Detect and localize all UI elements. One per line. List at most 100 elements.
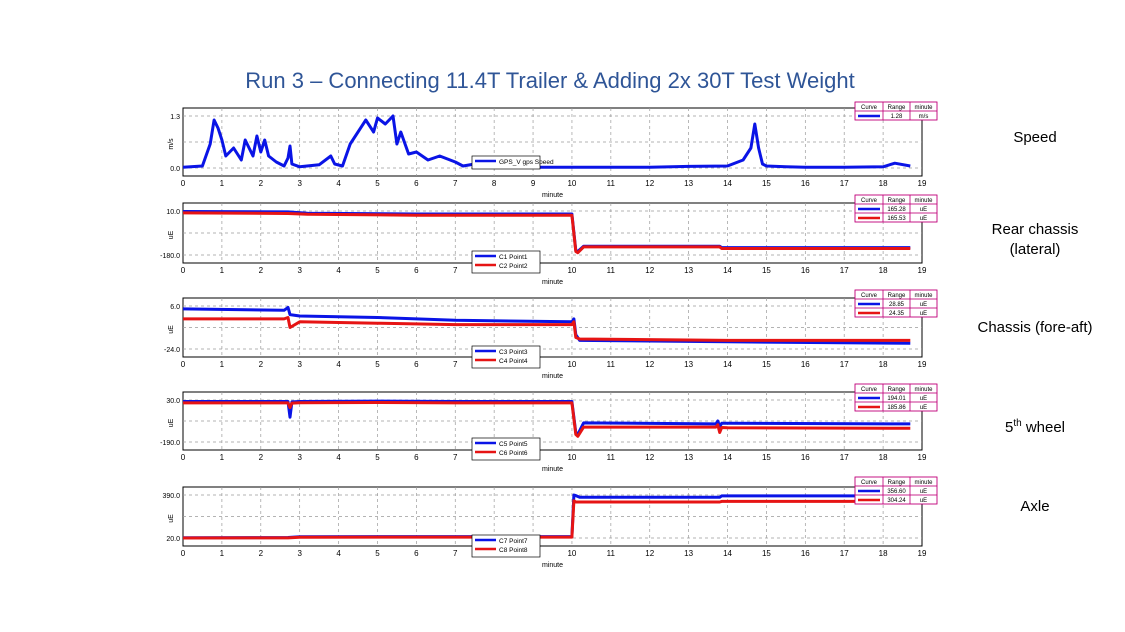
x-tick-label: 0: [181, 549, 186, 558]
x-tick-label: 18: [879, 453, 888, 462]
x-tick-label: 15: [762, 266, 771, 275]
chart-panel-1: 0 1 2 3 4 5 6 7 8 9 10 11 12 13 14 15 16 17 18 191.30.0m/sm…: [168, 101, 938, 199]
table-header: Curve: [861, 293, 878, 299]
y-axis-label: m/s: [168, 138, 175, 150]
x-tick-label: 16: [801, 266, 810, 275]
table-unit-value: uE: [920, 302, 927, 308]
table-range-value: 28.85: [889, 302, 905, 308]
x-tick-label: 2: [259, 266, 264, 275]
x-tick-label: 7: [453, 453, 458, 462]
x-tick-label: 15: [762, 549, 771, 558]
y-tick-label: 20.0: [166, 536, 180, 543]
x-tick-label: 8: [492, 179, 497, 188]
x-tick-label: 17: [840, 549, 849, 558]
table-unit-value: uE: [920, 311, 927, 317]
x-tick-label: 11: [607, 453, 616, 462]
legend-item-label: GPS_V gps Speed: [499, 159, 554, 166]
table-header: minute: [914, 293, 933, 299]
x-tick-label: 2: [259, 453, 264, 462]
x-tick-label: 11: [607, 549, 616, 558]
x-tick-label: 5: [375, 266, 380, 275]
table-unit-value: uE: [920, 498, 927, 504]
x-tick-label: 7: [453, 266, 458, 275]
x-tick-label: 18: [879, 360, 888, 369]
x-tick-label: 11: [607, 360, 616, 369]
x-tick-label: 19: [918, 549, 927, 558]
x-tick-label: 17: [840, 453, 849, 462]
x-tick-label: 2: [259, 549, 264, 558]
x-tick-label: 16: [801, 360, 810, 369]
x-tick-label: 5: [375, 179, 380, 188]
table-unit-value: m/s: [919, 114, 929, 120]
x-tick-label: 1: [220, 360, 225, 369]
y-tick-label: 6.0: [170, 304, 180, 311]
x-axis-label: minute: [542, 373, 563, 380]
x-tick-label: 7: [453, 179, 458, 188]
x-tick-label: 1: [220, 549, 225, 558]
x-tick-label: 1: [220, 266, 225, 275]
table-cell: [909, 401, 938, 412]
y-axis-label: uE: [168, 230, 175, 239]
x-tick-label: 11: [607, 266, 616, 275]
x-tick-label: 16: [801, 453, 810, 462]
x-tick-label: 14: [723, 549, 732, 558]
x-tick-label: 10: [567, 360, 576, 369]
x-tick-label: 5: [375, 360, 380, 369]
table-cell: [909, 110, 938, 121]
x-tick-label: 6: [414, 453, 419, 462]
table-range-value: 194.01: [887, 396, 906, 402]
table-unit-value: uE: [920, 216, 927, 222]
x-tick-label: 14: [723, 179, 732, 188]
legend-item-label: C5 Point5: [499, 441, 528, 448]
table-header: Range: [888, 293, 906, 299]
x-tick-label: 19: [918, 360, 927, 369]
table-header: minute: [914, 198, 933, 204]
table-range-value: 165.53: [887, 216, 906, 222]
x-tick-label: 10: [567, 266, 576, 275]
table-unit-value: uE: [920, 396, 927, 402]
x-tick-label: 1: [220, 179, 225, 188]
x-tick-label: 17: [840, 179, 849, 188]
side-label: Chassis (fore-aft): [977, 319, 1093, 336]
y-tick-label: -190.0: [160, 440, 180, 447]
side-label: Axle: [1020, 498, 1050, 515]
x-tick-label: 13: [684, 453, 693, 462]
x-tick-label: 18: [879, 266, 888, 275]
x-tick-label: 7: [453, 549, 458, 558]
x-tick-label: 3: [297, 360, 302, 369]
page-title: Run 3 – Connecting 11.4T Trailer & Addin…: [245, 68, 855, 93]
x-tick-label: 12: [645, 360, 654, 369]
x-tick-label: 17: [840, 360, 849, 369]
x-tick-label: 12: [645, 453, 654, 462]
y-tick-label: 390.0: [162, 493, 180, 500]
x-tick-label: 13: [684, 360, 693, 369]
x-tick-label: 6: [414, 360, 419, 369]
x-tick-label: 13: [684, 549, 693, 558]
x-tick-label: 3: [297, 266, 302, 275]
x-tick-label: 4: [336, 360, 341, 369]
x-tick-label: 12: [645, 266, 654, 275]
x-tick-label: 19: [918, 179, 927, 188]
legend-box: [471, 155, 541, 170]
table-range-value: 1.28: [891, 114, 903, 120]
x-tick-label: 6: [414, 549, 419, 558]
x-tick-label: 14: [723, 266, 732, 275]
table-header: Range: [888, 105, 906, 111]
x-axis-label: minute: [542, 279, 563, 286]
x-axis-label: minute: [542, 192, 563, 199]
x-tick-label: 4: [336, 266, 341, 275]
y-axis-label: uE: [168, 325, 175, 334]
x-tick-label: 15: [762, 360, 771, 369]
series-line-red: [183, 401, 911, 438]
x-tick-label: 11: [607, 179, 616, 188]
table-unit-value: uE: [920, 405, 927, 411]
table-unit-value: uE: [920, 489, 927, 495]
x-tick-label: 7: [453, 360, 458, 369]
chart-panel-5: 012345678910111213141516171819390.020.0u…: [162, 476, 938, 569]
x-tick-label: 3: [297, 453, 302, 462]
legend-item-label: C3 Point3: [499, 349, 528, 356]
y-tick-label: 0.0: [170, 166, 180, 173]
x-tick-label: 12: [645, 549, 654, 558]
x-tick-label: 14: [723, 453, 732, 462]
